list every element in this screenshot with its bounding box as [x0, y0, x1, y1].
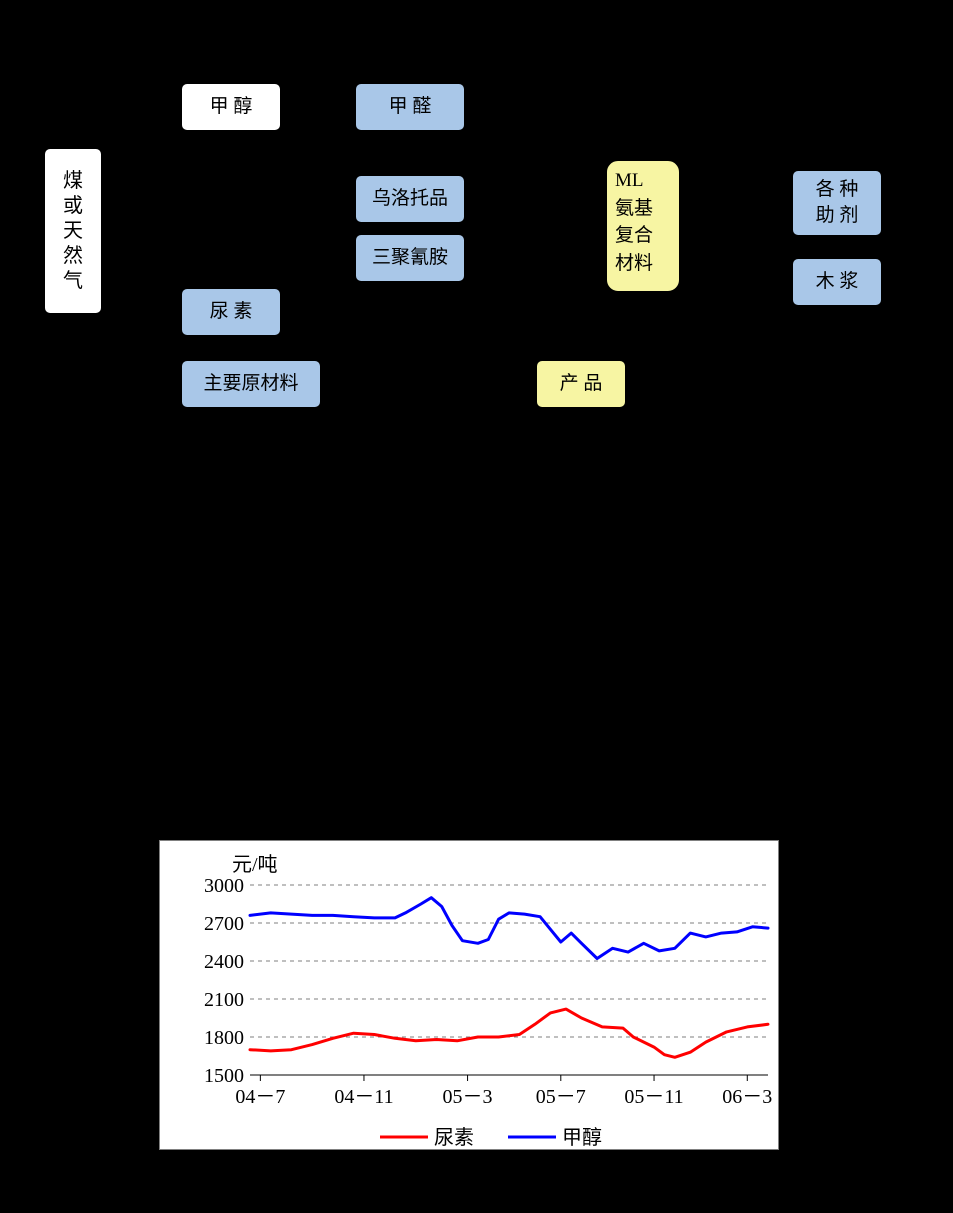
svg-text:04－7: 04－7	[235, 1086, 285, 1108]
node-melamine: 三聚氰胺	[355, 234, 465, 282]
node-additive-label: 各 种 助 剂	[816, 177, 859, 228]
node-woodpulp: 木 浆	[792, 258, 882, 306]
node-source: 煤 或 天 然 气	[44, 148, 102, 314]
node-additive: 各 种 助 剂	[792, 170, 882, 236]
node-methanol-label: 甲 醇	[210, 94, 253, 120]
node-urea: 尿 素	[181, 288, 281, 336]
svg-text:甲醇: 甲醇	[562, 1126, 602, 1149]
svg-text:1500: 1500	[204, 1065, 244, 1087]
price-chart-svg: 元/吨 1500 1800 2100 2400 2700 3000 04－7 04－11 05…	[160, 841, 780, 1151]
svg-text:04－11: 04－11	[334, 1086, 393, 1108]
node-source-label: 煤 或 天 然 气	[63, 169, 83, 294]
svg-text:2700: 2700	[204, 913, 244, 935]
node-product-label: ML 氨基 复合 材料	[615, 167, 653, 277]
node-formaldehyde-label: 甲 醛	[389, 94, 432, 120]
node-product-legend: 产 品	[536, 360, 626, 408]
node-urea-label: 尿 素	[210, 299, 253, 325]
node-urotropin-label: 乌洛托品	[372, 186, 448, 212]
price-chart: 元/吨 1500 1800 2100 2400 2700 3000 04－7 04－11 05…	[159, 840, 779, 1150]
node-woodpulp-label: 木 浆	[816, 269, 859, 295]
node-product: ML 氨基 复合 材料	[606, 160, 680, 292]
node-urotropin: 乌洛托品	[355, 175, 465, 223]
svg-text:尿素: 尿素	[434, 1126, 474, 1149]
node-product-legend-label: 产 品	[560, 371, 603, 397]
svg-text:05－3: 05－3	[443, 1086, 493, 1108]
svg-text:05－7: 05－7	[536, 1086, 586, 1108]
svg-text:2400: 2400	[204, 951, 244, 973]
node-formaldehyde: 甲 醛	[355, 83, 465, 131]
svg-text:2100: 2100	[204, 989, 244, 1011]
node-methanol: 甲 醇	[181, 83, 281, 131]
svg-text:1800: 1800	[204, 1027, 244, 1049]
chart-y-title: 元/吨	[232, 853, 278, 876]
svg-text:06－3: 06－3	[722, 1086, 772, 1108]
node-rawmat-label: 主要原材料	[203, 371, 298, 397]
node-melamine-label: 三聚氰胺	[372, 245, 448, 271]
node-rawmat-legend: 主要原材料	[181, 360, 321, 408]
svg-text:3000: 3000	[204, 875, 244, 897]
svg-text:05－11: 05－11	[624, 1086, 683, 1108]
